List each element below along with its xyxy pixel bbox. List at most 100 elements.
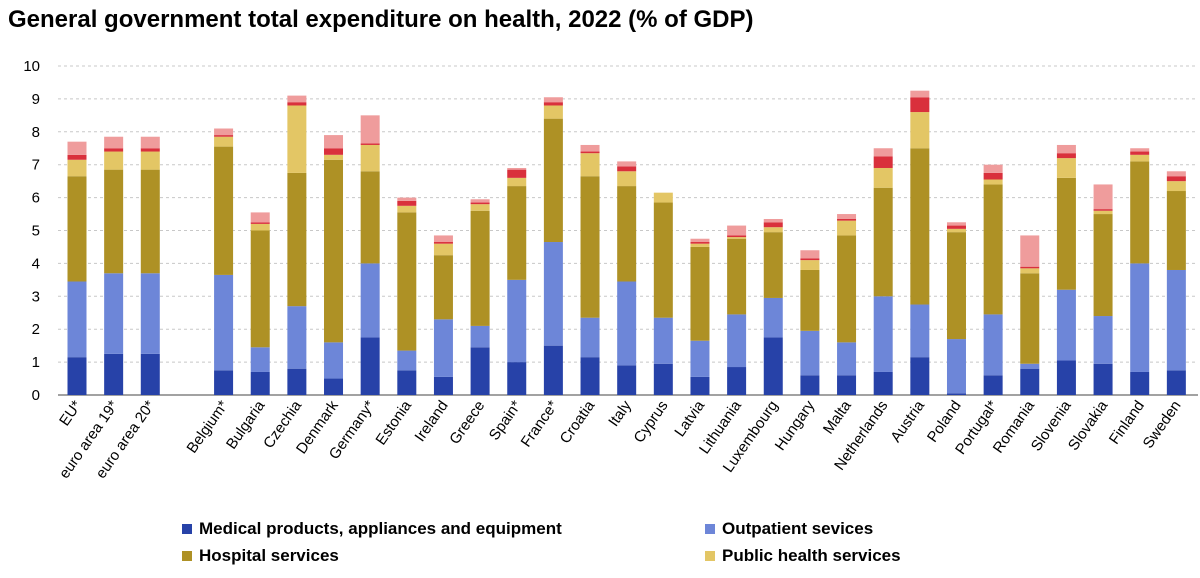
bar-segment [287,368,307,395]
legend-item: Hospital services [182,546,339,566]
bar-segment [1020,273,1040,364]
bar-segment [983,314,1003,376]
bar-segment [543,105,563,119]
bar-stack [433,235,453,395]
bar-segment [580,151,600,154]
bar-segment [946,339,966,394]
bar-stack [287,95,307,395]
bar-segment [1093,210,1113,215]
bar-stack [1093,184,1113,395]
bar-segment [104,148,124,152]
bar-segment [763,222,783,228]
bar-stack [324,135,344,395]
bar-stack [727,225,747,395]
legend-item: Medical products, appliances and equipme… [182,519,562,539]
bar-segment [470,204,490,211]
y-tick-label: 2 [32,321,40,338]
bar-segment [727,235,747,238]
bar-segment [67,159,87,177]
bar-stack [543,97,563,395]
bar-stack [1056,144,1076,395]
bar-segment [433,376,453,395]
bar-segment [1020,363,1040,369]
bar-segment [690,376,710,395]
bar-segment [763,227,783,233]
bar-segment [617,161,637,167]
bar-segment [800,258,820,261]
bar-segment [617,365,637,395]
bar-segment [690,243,710,247]
x-tick-label: Italy [605,397,635,430]
bar-segment [433,242,453,244]
legend-label: Medical products, appliances and equipme… [199,519,562,538]
bar-segment [397,350,417,371]
bar-segment [433,319,453,377]
bar-segment [653,363,673,395]
bar-segment [507,279,527,363]
bar-segment [250,230,270,348]
bar-segment [470,325,490,348]
bar-segment [1130,371,1150,395]
bar-segment [67,281,87,358]
bar-segment [800,269,820,331]
bar-segment [543,118,563,243]
bar-segment [543,102,563,106]
x-tick-label: Sweden [1140,398,1185,452]
bar-segment [910,304,930,358]
bar-stack [946,222,966,395]
bar-segment [1056,158,1076,178]
bar-segment [140,273,160,354]
bar-segment [873,371,893,395]
bar-segment [507,169,527,178]
bar-segment [763,337,783,395]
bar-segment [214,128,234,136]
bar-segment [250,223,270,231]
bar-segment [1056,360,1076,395]
bar-segment [1130,161,1150,264]
bar-stack [104,136,124,395]
bar-stack [617,161,637,395]
bar-segment [1056,177,1076,290]
bar-segment [1166,176,1186,182]
bar-segment [470,202,490,205]
bar-segment [837,220,857,236]
bar-segment [873,296,893,372]
bar-segment [1130,263,1150,372]
bar-stack [837,214,857,395]
legend-label: Public health services [722,546,901,565]
bar-segment [360,337,380,395]
y-tick-label: 1 [32,354,40,371]
bar-segment [580,176,600,318]
bar-segment [727,367,747,395]
y-tick-label: 4 [32,255,40,272]
bar-segment [800,250,820,259]
bar-segment [983,164,1003,173]
bar-segment [580,317,600,358]
bar-segment [543,97,563,103]
x-tick-label: Austria [887,397,928,446]
bar-segment [1020,268,1040,274]
bar-segment [983,179,1003,185]
bar-segment [837,214,857,219]
x-tick-label: Latvia [671,397,708,440]
bar-segment [324,378,344,395]
bar-segment [800,375,820,395]
bar-segment [397,212,417,351]
bar-stack [1020,235,1040,395]
bar-segment [214,370,234,395]
bar-segment [690,242,710,244]
bar-stack [360,115,380,395]
bar-segment [580,144,600,152]
bar-segment [983,184,1003,315]
bar-segment [1166,191,1186,270]
bar-segment [1093,214,1113,317]
bar-segment [507,177,527,187]
bar-segment [1056,289,1076,361]
bar-segment [946,225,966,229]
x-tick-label: Croatia [557,397,599,447]
bar-segment [287,172,307,307]
bar-segment [1093,363,1113,395]
bar-segment [250,371,270,395]
bar-segment [287,95,307,103]
legend-swatch [182,551,192,561]
